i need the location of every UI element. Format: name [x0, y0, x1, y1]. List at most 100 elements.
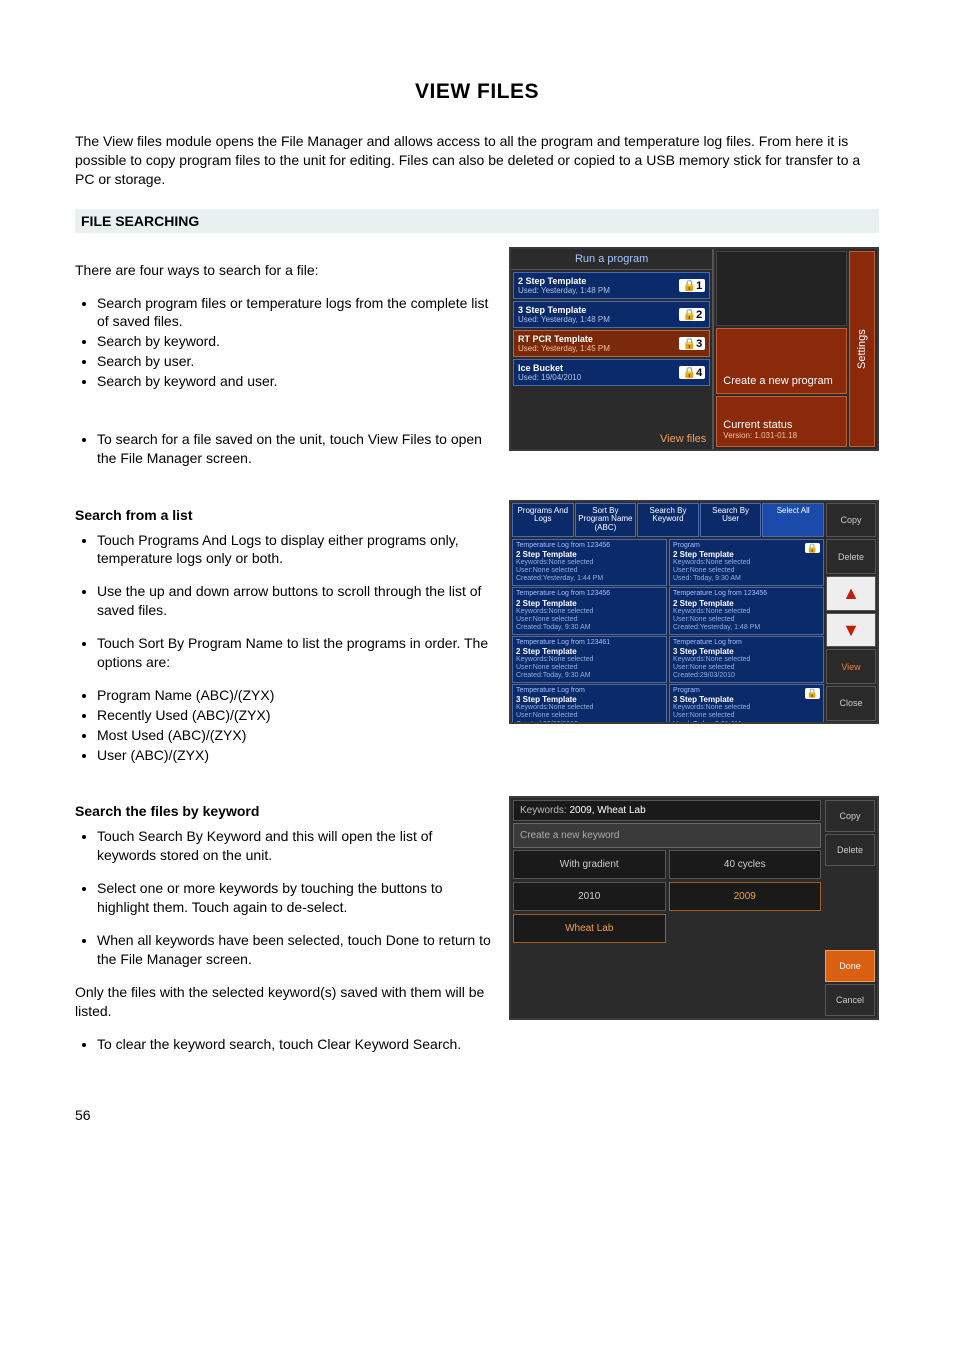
- file-keywords: Keywords:None selected: [516, 704, 663, 712]
- create-new-program-button[interactable]: Create a new program: [716, 328, 847, 394]
- search-by-keyword-button[interactable]: Search By Keyword: [637, 503, 699, 537]
- file-type: Program: [673, 687, 820, 695]
- file-user: User:None selected: [673, 664, 820, 672]
- home-screenshot: Run a program 2 Step TemplateUsed: Yeste…: [509, 247, 879, 451]
- file-keywords: Keywords:None selected: [516, 656, 663, 664]
- keyword-button[interactable]: Wheat Lab: [513, 914, 666, 943]
- cancel-button[interactable]: Cancel: [825, 984, 875, 1016]
- template-used: Used: Yesterday, 1:48 PM: [518, 315, 610, 324]
- file-user: User:None selected: [673, 712, 820, 720]
- file-date: Used: Today, 9:30 AM: [673, 575, 820, 583]
- file-template: 3 Step Template: [516, 695, 663, 704]
- keyword-button[interactable]: 40 cycles: [669, 850, 822, 879]
- file-item[interactable]: Program3 Step TemplateKeywords:None sele…: [669, 684, 824, 721]
- sk-item: Touch Search By Keyword and this will op…: [97, 827, 491, 865]
- file-keywords: Keywords:None selected: [516, 608, 663, 616]
- file-template: 2 Step Template: [673, 550, 820, 559]
- template-item[interactable]: RT PCR TemplateUsed: Yesterday, 1:45 PM🔒…: [513, 330, 710, 357]
- template-item[interactable]: Ice BucketUsed: 19/04/2010🔒4: [513, 359, 710, 386]
- sort-option: Recently Used (ABC)/(ZYX): [97, 706, 491, 725]
- scroll-up-button[interactable]: ▲: [826, 576, 876, 611]
- file-date: Created:Yesterday, 1:48 PM: [673, 624, 820, 632]
- file-date: Used: Today, 9:31 AM: [673, 721, 820, 722]
- file-keywords: Keywords:None selected: [673, 559, 820, 567]
- file-user: User:None selected: [673, 567, 820, 575]
- ways-list: Search program files or temperature logs…: [75, 294, 491, 391]
- copy-button[interactable]: Copy: [826, 503, 876, 538]
- sk-item: When all keywords have been selected, to…: [97, 931, 491, 969]
- file-item[interactable]: Temperature Log from 1234562 Step Templa…: [512, 539, 667, 586]
- run-a-program-bar[interactable]: Run a program: [511, 249, 712, 270]
- file-template: 2 Step Template: [673, 599, 820, 608]
- sfl-item: Touch Sort By Program Name to list the p…: [97, 634, 491, 672]
- select-all-button[interactable]: Select All: [762, 503, 824, 537]
- file-date: Created:29/03/2010: [673, 672, 820, 680]
- file-user: User:None selected: [516, 616, 663, 624]
- search-by-keyword-heading: Search the files by keyword: [75, 802, 491, 821]
- template-name: Ice Bucket: [518, 363, 581, 373]
- file-item[interactable]: Temperature Log from3 Step TemplateKeywo…: [669, 636, 824, 683]
- lock-icon: 🔒1: [679, 279, 705, 292]
- template-used: Used: Yesterday, 1:48 PM: [518, 286, 610, 295]
- file-keywords: Keywords:None selected: [673, 608, 820, 616]
- open-file-manager-text: To search for a file saved on the unit, …: [97, 430, 491, 468]
- file-item[interactable]: Temperature Log from 1234562 Step Templa…: [669, 587, 824, 634]
- create-keyword-button[interactable]: Create a new keyword: [513, 823, 821, 848]
- file-keywords: Keywords:None selected: [673, 656, 820, 664]
- settings-button[interactable]: Settings: [849, 251, 875, 447]
- current-status-button[interactable]: Current status Version: 1.031-01.18: [716, 396, 847, 447]
- search-by-user-button[interactable]: Search By User: [700, 503, 762, 537]
- keyword-search-screenshot: Keywords: 2009, Wheat Lab Create a new k…: [509, 796, 879, 1020]
- scroll-down-button[interactable]: ▼: [826, 613, 876, 648]
- file-user: User:None selected: [516, 567, 663, 575]
- top-toolbar: Programs And Logs Sort By Program Name (…: [511, 502, 825, 538]
- current-status-label: Current status: [723, 419, 792, 431]
- view-files-link[interactable]: View files: [511, 429, 712, 449]
- sk-clear-text: To clear the keyword search, touch Clear…: [97, 1035, 491, 1054]
- way-item: Search program files or temperature logs…: [97, 294, 491, 332]
- kw-copy-button[interactable]: Copy: [825, 800, 875, 832]
- way-item: Search by keyword and user.: [97, 372, 491, 391]
- programs-and-logs-button[interactable]: Programs And Logs: [512, 503, 574, 537]
- file-date: Created:Today, 9:30 AM: [516, 672, 663, 680]
- file-date: Created:Today, 9:30 AM: [516, 624, 663, 632]
- sfl-item: Use the up and down arrow buttons to scr…: [97, 582, 491, 620]
- file-type: Temperature Log from 123456: [516, 590, 663, 598]
- sort-by-button[interactable]: Sort By Program Name (ABC): [575, 503, 637, 537]
- intro-text: The View files module opens the File Man…: [75, 132, 879, 189]
- close-button[interactable]: Close: [826, 686, 876, 721]
- way-item: Search by user.: [97, 352, 491, 371]
- file-template: 2 Step Template: [516, 550, 663, 559]
- file-type: Temperature Log from: [673, 639, 820, 647]
- template-used: Used: Yesterday, 1:45 PM: [518, 344, 610, 353]
- file-user: User:None selected: [516, 712, 663, 720]
- keywords-label: Keywords:: [520, 805, 567, 816]
- delete-button[interactable]: Delete: [826, 539, 876, 574]
- sort-options-list: Program Name (ABC)/(ZYX) Recently Used (…: [75, 686, 491, 765]
- page-number: 56: [75, 1107, 879, 1123]
- sfl-item: Touch Programs And Logs to display eithe…: [97, 531, 491, 569]
- file-item[interactable]: Temperature Log from 1234612 Step Templa…: [512, 636, 667, 683]
- file-item[interactable]: Program2 Step TemplateKeywords:None sele…: [669, 539, 824, 586]
- version-label: Version: 1.031-01.18: [723, 431, 797, 440]
- template-item[interactable]: 3 Step TemplateUsed: Yesterday, 1:48 PM🔒…: [513, 301, 710, 328]
- template-name: 2 Step Template: [518, 276, 610, 286]
- template-item[interactable]: 2 Step TemplateUsed: Yesterday, 1:48 PM 🔒…: [513, 272, 710, 299]
- page-title: VIEW FILES: [75, 80, 879, 104]
- four-ways-text: There are four ways to search for a file…: [75, 261, 491, 280]
- done-button[interactable]: Done: [825, 950, 875, 982]
- keyword-button[interactable]: 2009: [669, 882, 822, 911]
- lock-icon: 🔒3: [679, 337, 705, 350]
- kw-delete-button[interactable]: Delete: [825, 834, 875, 866]
- file-manager-screenshot: Programs And Logs Sort By Program Name (…: [509, 500, 879, 724]
- keyword-button[interactable]: 2010: [513, 882, 666, 911]
- file-type: Temperature Log from 123456: [673, 590, 820, 598]
- file-type: Temperature Log from 123456: [516, 542, 663, 550]
- file-item[interactable]: Temperature Log from 1234562 Step Templa…: [512, 587, 667, 634]
- file-date: Created:29/03/2010: [516, 721, 663, 722]
- template-name: 3 Step Template: [518, 305, 610, 315]
- template-used: Used: 19/04/2010: [518, 373, 581, 382]
- keyword-button[interactable]: With gradient: [513, 850, 666, 879]
- view-button[interactable]: View: [826, 649, 876, 684]
- file-item[interactable]: Temperature Log from3 Step TemplateKeywo…: [512, 684, 667, 721]
